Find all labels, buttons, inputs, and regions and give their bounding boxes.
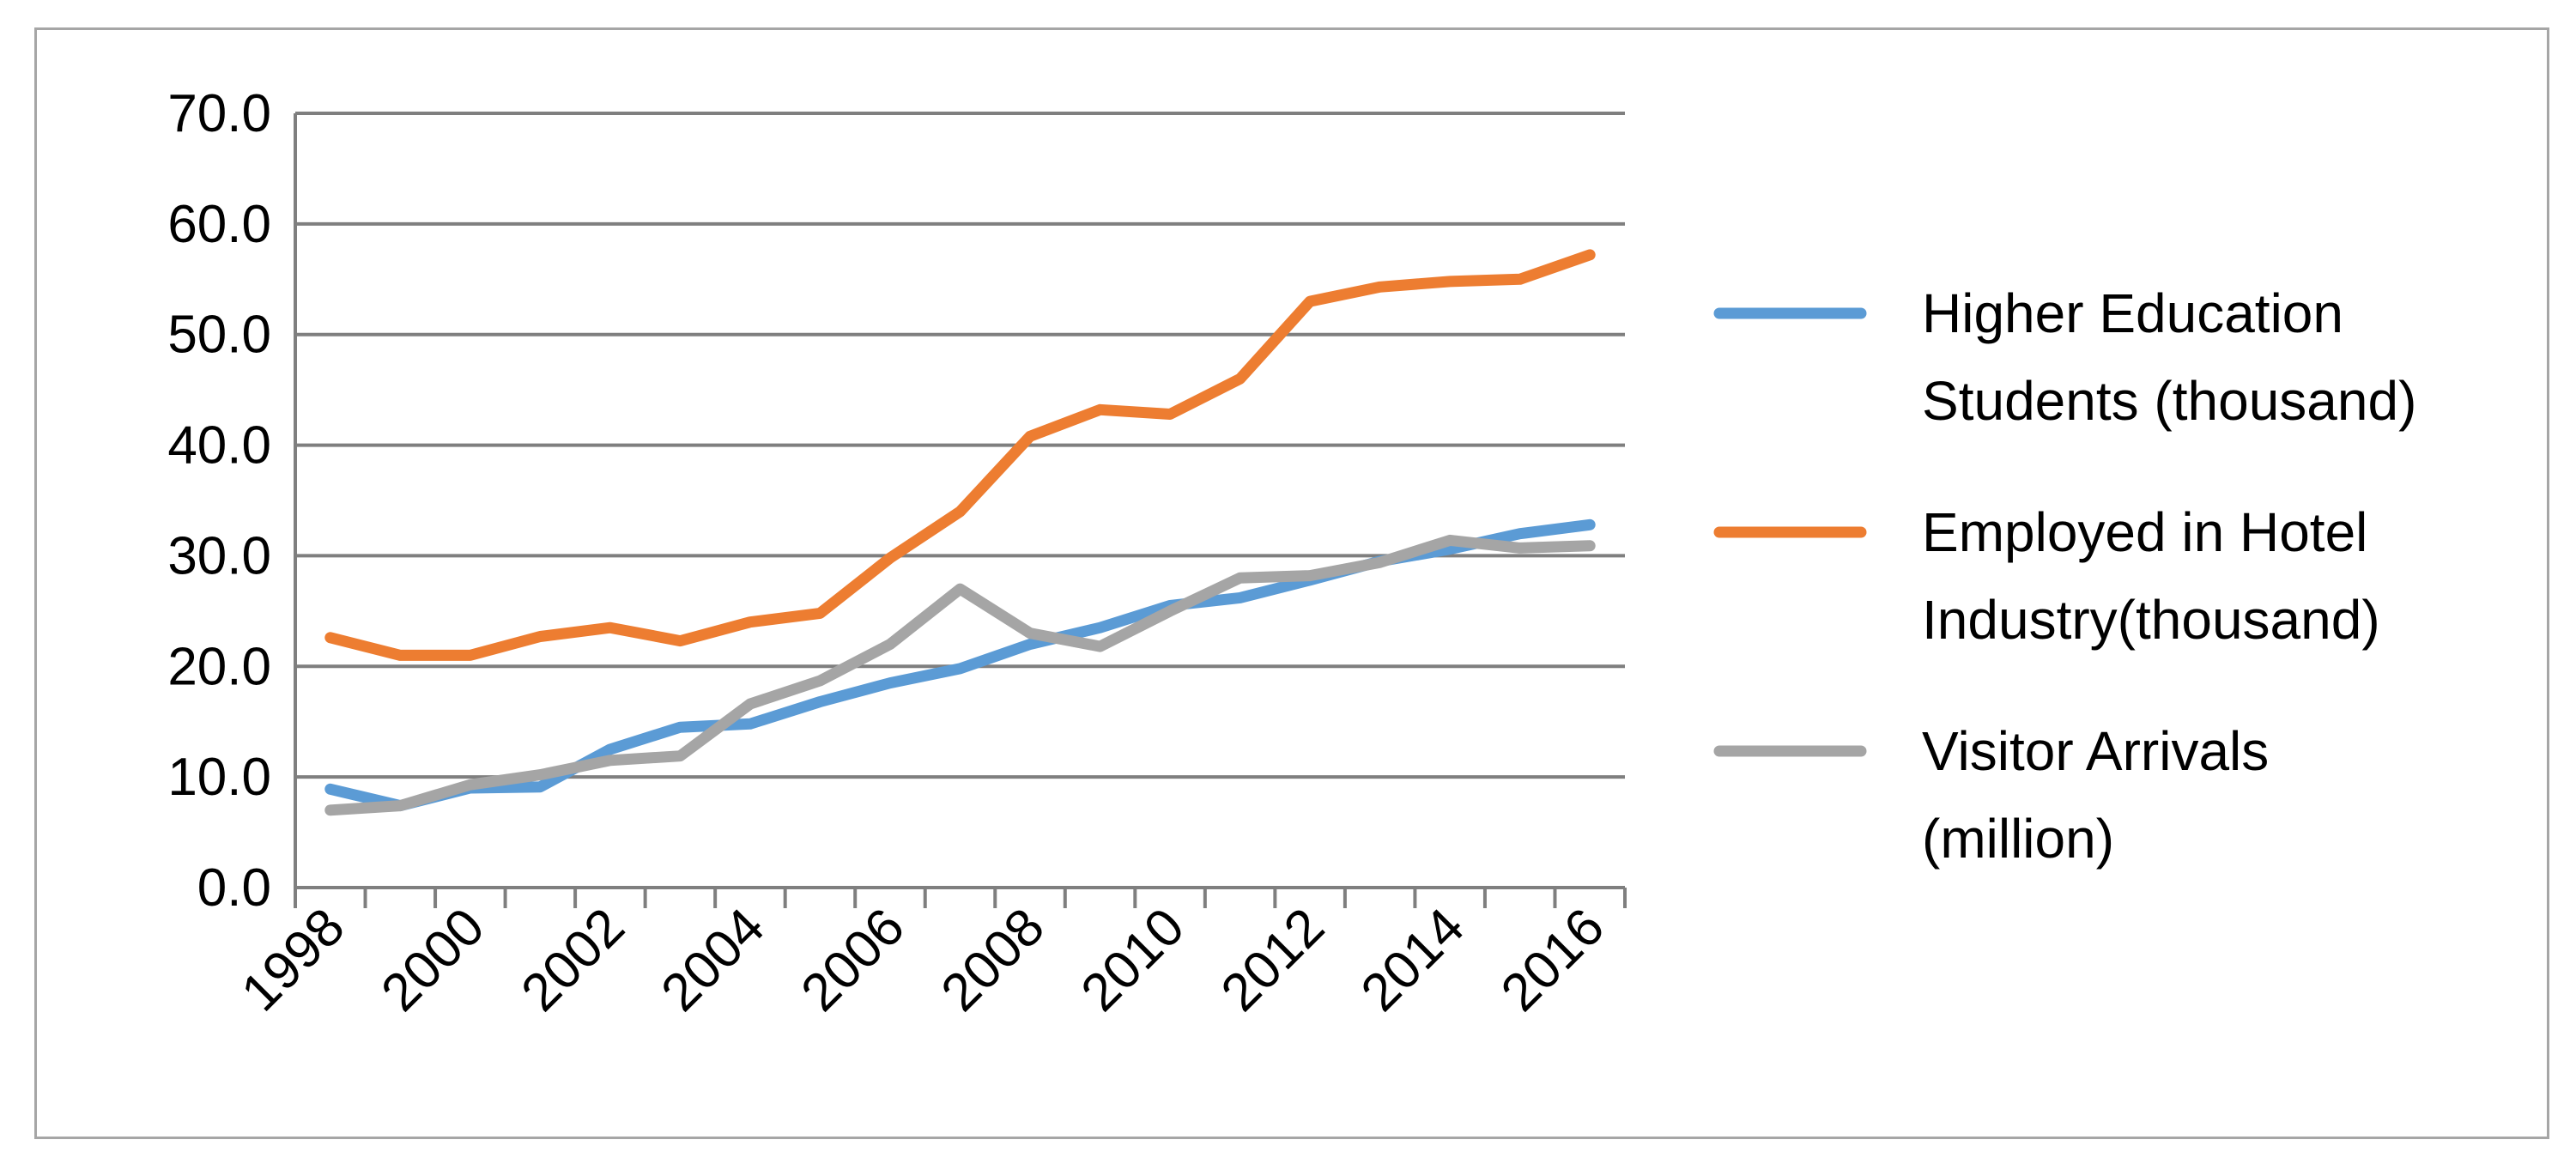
legend-label: Higher Education — [1922, 282, 2343, 344]
line-chart: 0.0 10.0 20.0 30.0 40.0 50.0 60.0 70.0 1998 2000… — [167, 84, 2416, 1022]
y-tick-label: 20.0 — [167, 637, 271, 696]
x-tick-label: 2012 — [1210, 897, 1336, 1022]
series-line-3 — [324, 534, 1596, 816]
axes — [294, 113, 1627, 908]
x-tick-label: 2004 — [650, 897, 775, 1022]
x-tick-label: 2008 — [930, 897, 1056, 1022]
gridlines — [295, 112, 1625, 779]
legend-label: Visitor Arrivals — [1922, 720, 2269, 782]
legend: Higher Education Students (thousand) Emplo… — [1713, 282, 2416, 870]
legend-entry: Visitor Arrivals (million) — [1713, 720, 2269, 870]
legend-label: Employed in Hotel — [1922, 501, 2367, 563]
x-tick-label: 2002 — [510, 897, 635, 1022]
y-tick-label: 50.0 — [167, 306, 271, 365]
y-axis-tick-labels: 0.0 10.0 20.0 30.0 40.0 50.0 60.0 70.0 — [167, 84, 271, 918]
chart-frame: 0.0 10.0 20.0 30.0 40.0 50.0 60.0 70.0 1998 2000… — [34, 27, 2549, 1139]
y-tick-label: 10.0 — [167, 748, 271, 807]
y-tick-label: 60.0 — [167, 195, 271, 254]
y-tick-label: 70.0 — [167, 84, 271, 143]
x-tick-label: 2010 — [1070, 897, 1196, 1022]
x-tick-label: 2006 — [791, 897, 916, 1022]
y-tick-label: 0.0 — [197, 858, 271, 918]
x-tick-label: 2000 — [370, 897, 495, 1022]
x-axis-tick-labels: 1998 2000 2002 2004 2006 2008 2010 2012 2014 2016 — [230, 897, 1615, 1022]
x-tick-label: 2016 — [1490, 897, 1615, 1022]
legend-label: Students (thousand) — [1922, 370, 2416, 432]
x-tick-label: 2014 — [1350, 897, 1476, 1022]
series-lines — [324, 249, 1596, 816]
legend-label: (million) — [1922, 808, 2114, 870]
y-tick-label: 30.0 — [167, 526, 271, 585]
legend-label: Industry(thousand) — [1922, 589, 2380, 651]
series-line-2 — [324, 249, 1596, 661]
legend-entry: Employed in Hotel Industry(thousand) — [1713, 501, 2380, 651]
legend-entry: Higher Education Students (thousand) — [1713, 282, 2416, 432]
y-tick-label: 40.0 — [167, 416, 271, 476]
